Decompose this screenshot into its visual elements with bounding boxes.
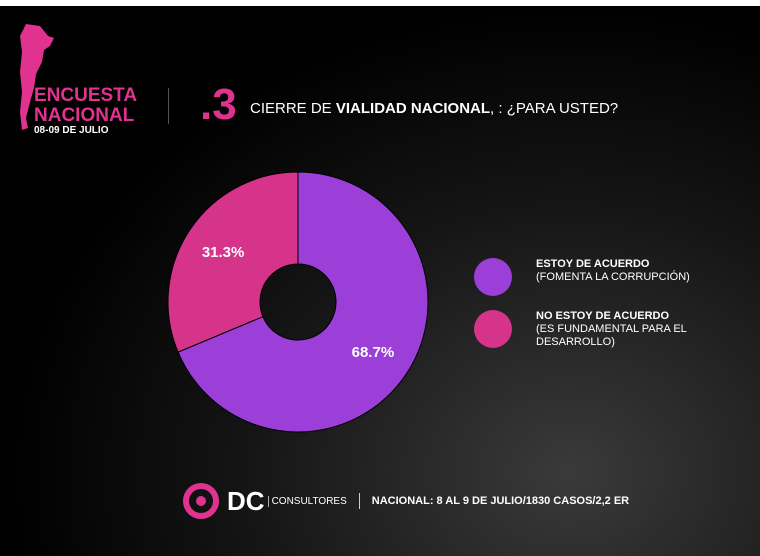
divider (168, 88, 169, 124)
slice-label: 68.7% (352, 344, 395, 361)
legend-swatch (474, 258, 512, 296)
question-bold: VIALIDAD NACIONAL (335, 100, 491, 117)
donut-slice (177, 171, 429, 433)
question-text: CIERRE DE VIALIDAD NACIONAL, : ¿PARA UST… (250, 100, 618, 117)
question-post: , : ¿PARA USTED? (490, 100, 619, 117)
legend-sub: (FOMENTA LA CORRUPCIÓN) (536, 271, 690, 283)
question-pre: CIERRE DE (250, 100, 336, 117)
brand: DC (227, 485, 265, 516)
legend-sub: (ES FUNDAMENTAL PARA EL DESARROLLO) (536, 323, 687, 348)
legend-title: ESTOY DE ACUERDO (536, 258, 650, 270)
question-number: .3 (200, 80, 237, 129)
top-border (0, 0, 760, 6)
legend-swatch (474, 310, 512, 348)
legend: ESTOY DE ACUERDO (FOMENTA LA CORRUPCIÓN) … (474, 258, 716, 363)
survey-dates: 08-09 DE JULIO (34, 125, 109, 136)
dc-logo-icon (183, 483, 219, 519)
argentina-map-icon (20, 24, 54, 130)
divider (358, 493, 360, 509)
survey-title: ENCUESTA NACIONAL (34, 86, 137, 126)
footer-note: NACIONAL: 8 AL 9 DE JULIO/1830 CASOS/2,2… (371, 495, 630, 507)
legend-item-disagree: NO ESTOY DE ACUERDO (ES FUNDAMENTAL PARA … (474, 310, 716, 349)
slice-label: 31.3% (202, 244, 245, 261)
legend-title: NO ESTOY DE ACUERDO (536, 310, 670, 322)
survey-title-line2: NACIONAL (34, 105, 135, 126)
survey-title-line1: ENCUESTA (34, 85, 138, 106)
legend-item-agree: ESTOY DE ACUERDO (FOMENTA LA CORRUPCIÓN) (474, 258, 716, 296)
donut-slice (167, 171, 299, 353)
footer: DC CONSULTORES NACIONAL: 8 AL 9 DE JULIO… (183, 483, 629, 519)
brand-sub: CONSULTORES (267, 495, 347, 507)
